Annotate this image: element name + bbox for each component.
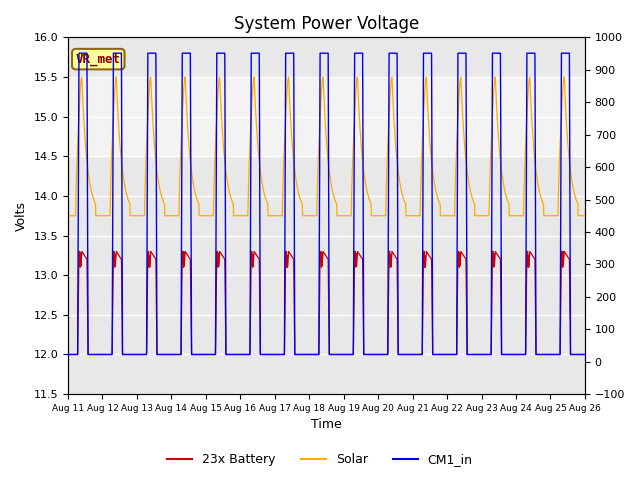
Y-axis label: Volts: Volts (15, 201, 28, 231)
Bar (68, 77, 585, 156)
Text: VR_met: VR_met (76, 53, 121, 66)
Legend: 23x Battery, Solar, CM1_in: 23x Battery, Solar, CM1_in (163, 448, 477, 471)
X-axis label: Time: Time (311, 419, 342, 432)
Title: System Power Voltage: System Power Voltage (234, 15, 419, 33)
